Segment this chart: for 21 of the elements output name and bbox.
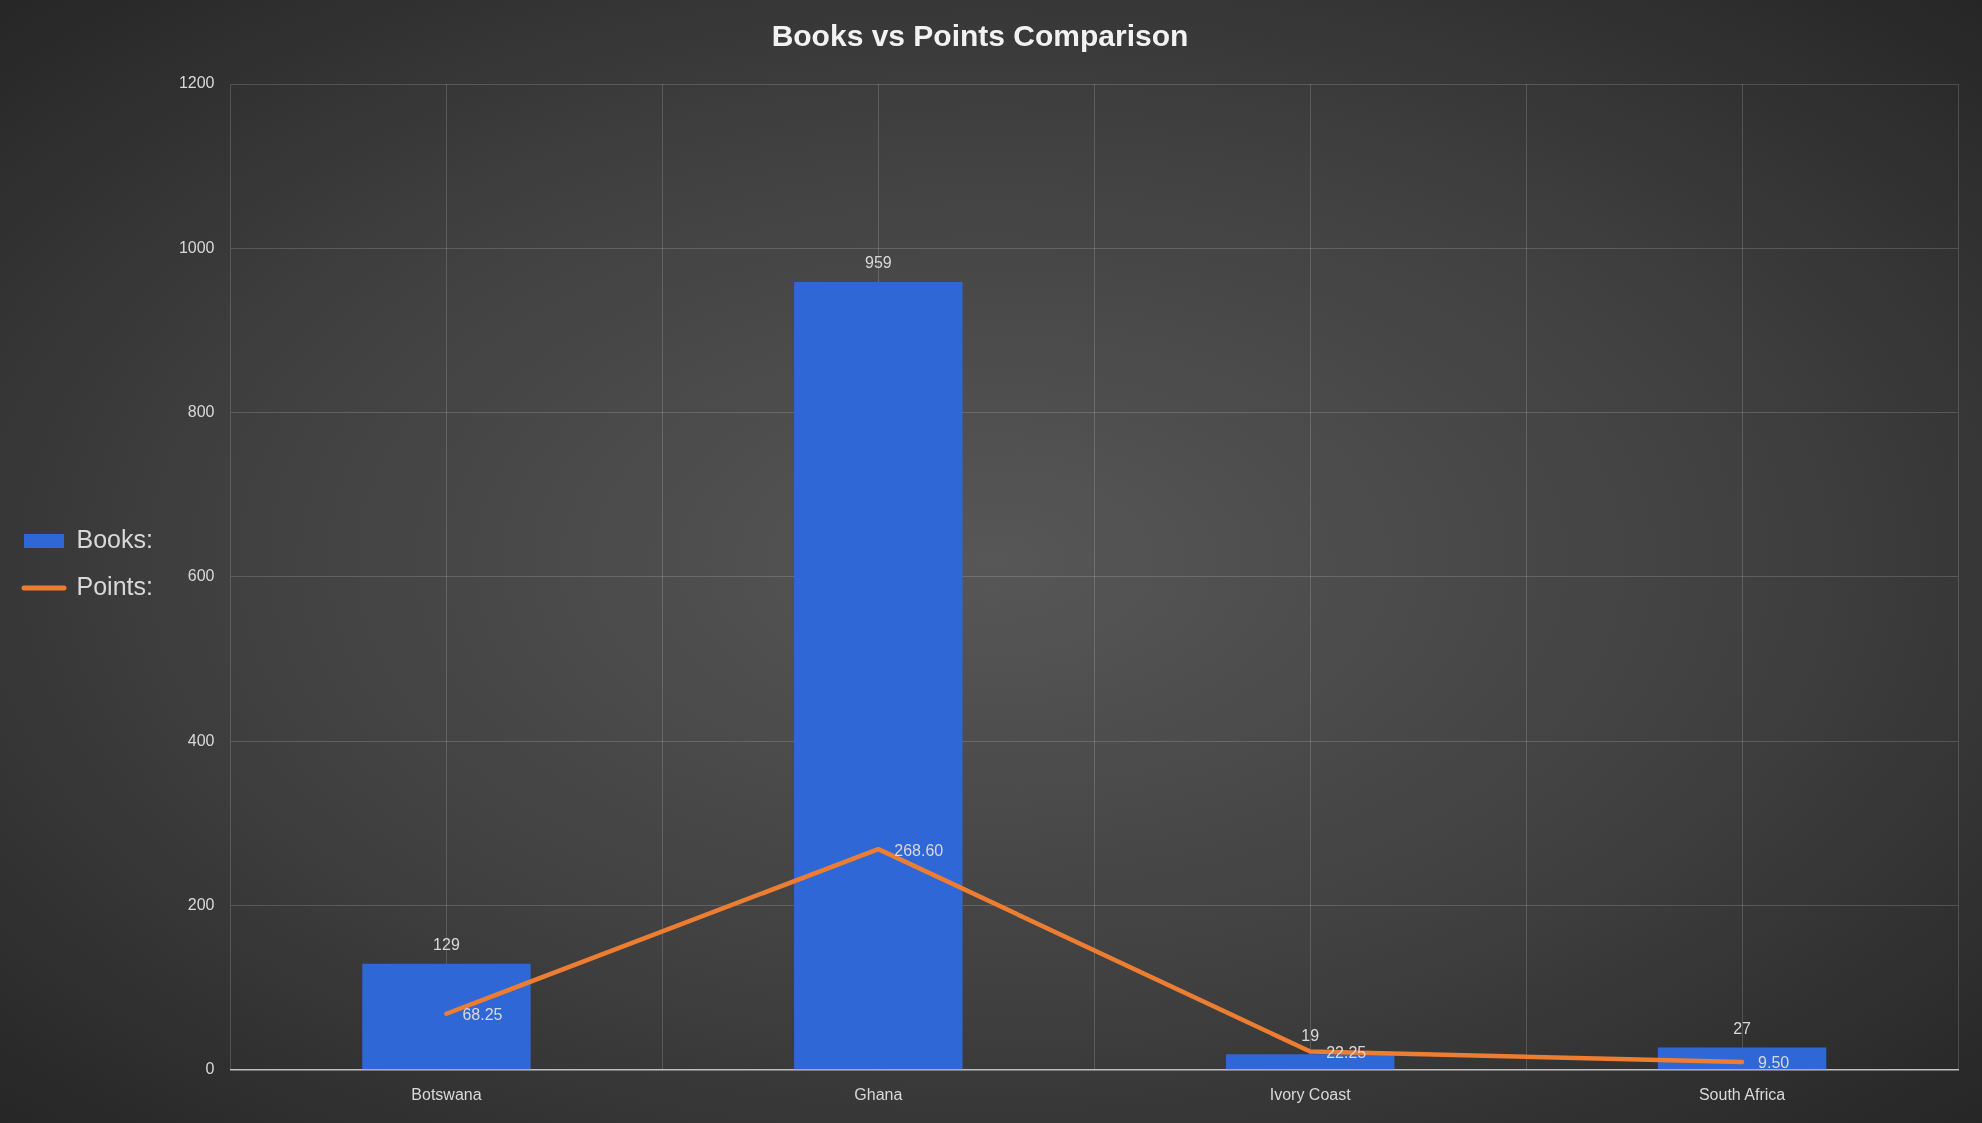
data-label: 959	[864, 254, 892, 272]
y-tick-label: 0	[205, 1060, 215, 1078]
y-tick-label: 800	[187, 403, 215, 421]
legend-label: Books:	[76, 524, 153, 553]
legend-label: Points:	[76, 571, 153, 600]
data-label: 268.60	[894, 841, 944, 859]
data-label: 68.25	[462, 1006, 503, 1024]
y-tick-label: 1200	[178, 74, 215, 92]
y-tick-label: 1000	[178, 238, 215, 256]
x-tick-label: Ghana	[854, 1085, 903, 1103]
data-label: 9.50	[1758, 1054, 1790, 1072]
chart-title: Books vs Points Comparison	[771, 19, 1189, 53]
x-tick-label: Botswana	[411, 1085, 482, 1103]
data-label: 27	[1733, 1020, 1752, 1038]
data-label: 19	[1301, 1026, 1320, 1044]
y-tick-label: 400	[187, 731, 215, 749]
y-tick-label: 600	[187, 567, 215, 585]
x-tick-label: South Africa	[1698, 1085, 1786, 1103]
y-tick-label: 200	[187, 895, 215, 913]
x-tick-label: Ivory Coast	[1269, 1085, 1352, 1103]
data-label: 129	[433, 936, 460, 954]
